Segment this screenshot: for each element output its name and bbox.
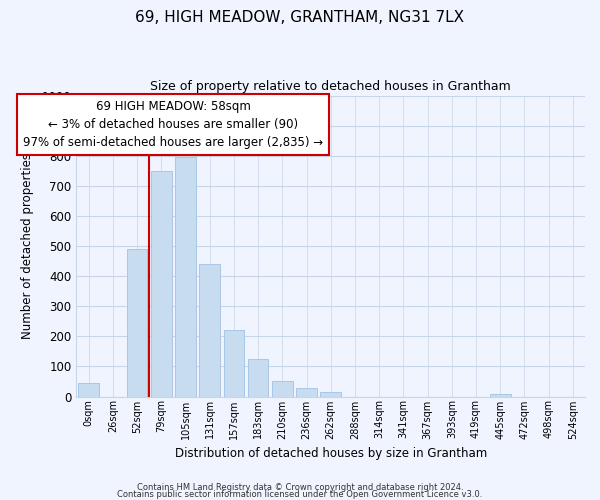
Text: 69 HIGH MEADOW: 58sqm
← 3% of detached houses are smaller (90)
97% of semi-detac: 69 HIGH MEADOW: 58sqm ← 3% of detached h… <box>23 100 323 149</box>
Bar <box>272 380 293 396</box>
Bar <box>224 330 244 396</box>
Bar <box>199 264 220 396</box>
Title: Size of property relative to detached houses in Grantham: Size of property relative to detached ho… <box>151 80 511 93</box>
Bar <box>175 158 196 396</box>
Text: Contains public sector information licensed under the Open Government Licence v3: Contains public sector information licen… <box>118 490 482 499</box>
Bar <box>320 392 341 396</box>
Bar <box>248 359 268 397</box>
Bar <box>127 249 148 396</box>
X-axis label: Distribution of detached houses by size in Grantham: Distribution of detached houses by size … <box>175 447 487 460</box>
Bar <box>296 388 317 396</box>
Bar <box>490 394 511 396</box>
Bar <box>79 383 99 396</box>
Text: 69, HIGH MEADOW, GRANTHAM, NG31 7LX: 69, HIGH MEADOW, GRANTHAM, NG31 7LX <box>136 10 464 25</box>
Y-axis label: Number of detached properties: Number of detached properties <box>20 153 34 339</box>
Text: Contains HM Land Registry data © Crown copyright and database right 2024.: Contains HM Land Registry data © Crown c… <box>137 484 463 492</box>
Bar <box>151 171 172 396</box>
